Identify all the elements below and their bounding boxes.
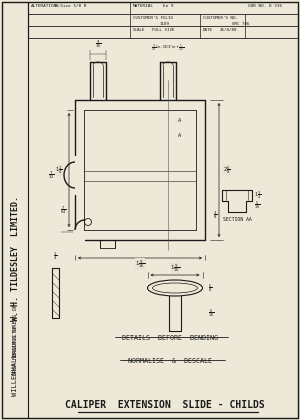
Text: DATE: DATE — [203, 28, 213, 32]
Text: DETAILS  BEFORE  BENDING: DETAILS BEFORE BENDING — [122, 335, 218, 341]
Text: $1\frac{9}{16}$: $1\frac{9}{16}$ — [135, 258, 145, 270]
Text: $\frac{9}{16}$: $\frac{9}{16}$ — [95, 38, 101, 50]
Text: CUSTOMER'S NO.: CUSTOMER'S NO. — [203, 16, 238, 20]
Text: A: A — [178, 132, 181, 137]
Text: $1\frac{1}{4}$: $1\frac{1}{4}$ — [55, 164, 63, 176]
Text: $\frac{3}{16}$\n$.003$\n$+\frac{1}{32}$: $\frac{3}{16}$\n$.003$\n$+\frac{1}{32}$ — [152, 43, 184, 54]
Text: $\frac{7}{32}$: $\frac{7}{32}$ — [48, 169, 55, 181]
Text: En 9: En 9 — [163, 4, 173, 8]
Text: W. H. TILDESLEY  LIMITED.: W. H. TILDESLEY LIMITED. — [11, 195, 20, 320]
Text: SECTION AA: SECTION AA — [223, 217, 251, 222]
Text: 1189: 1189 — [160, 22, 170, 26]
Text: $\frac{5}{8}$: $\frac{5}{8}$ — [208, 282, 212, 294]
Text: WILLENHALL: WILLENHALL — [12, 354, 18, 396]
Text: FULL SIZE: FULL SIZE — [152, 28, 175, 32]
Text: $2\frac{5}{8}$: $2\frac{5}{8}$ — [223, 164, 231, 176]
Text: ALTERATIONS: ALTERATIONS — [31, 4, 60, 8]
Text: 26/8/80: 26/8/80 — [220, 28, 238, 32]
Text: $\frac{3}{8}$: $\frac{3}{8}$ — [213, 209, 217, 221]
Text: $\frac{7}{64}$: $\frac{7}{64}$ — [60, 204, 67, 216]
Text: CUSTOMER'S FOLIO: CUSTOMER'S FOLIO — [133, 16, 173, 20]
Text: D 316: D 316 — [269, 4, 282, 8]
Text: SCALE: SCALE — [133, 28, 146, 32]
Text: $1\frac{3}{4}$: $1\frac{3}{4}$ — [254, 189, 261, 201]
Text: $1\frac{9}{16}$: $1\frac{9}{16}$ — [170, 262, 180, 274]
Text: OUR NO.: OUR NO. — [248, 4, 266, 8]
Text: ORC 786: ORC 786 — [232, 22, 250, 26]
Text: DROP FORGINGS OF: DROP FORGINGS OF — [13, 325, 17, 375]
Text: MANUFACTURERS OF: MANUFACTURERS OF — [13, 304, 17, 356]
Text: MATERIAL: MATERIAL — [133, 4, 154, 8]
Text: $\frac{1}{4}$: $\frac{1}{4}$ — [53, 250, 58, 262]
Text: $\frac{5}{16}$: $\frac{5}{16}$ — [208, 308, 214, 319]
Text: A: A — [178, 118, 181, 123]
Text: S Size 5/8 R: S Size 5/8 R — [55, 4, 86, 8]
Text: $\frac{5}{16}$: $\frac{5}{16}$ — [254, 199, 260, 211]
Text: NORMALISE  &  DESCALE: NORMALISE & DESCALE — [128, 358, 212, 364]
Text: CALIPER  EXTENSION  SLIDE - CHILDS: CALIPER EXTENSION SLIDE - CHILDS — [65, 400, 265, 410]
